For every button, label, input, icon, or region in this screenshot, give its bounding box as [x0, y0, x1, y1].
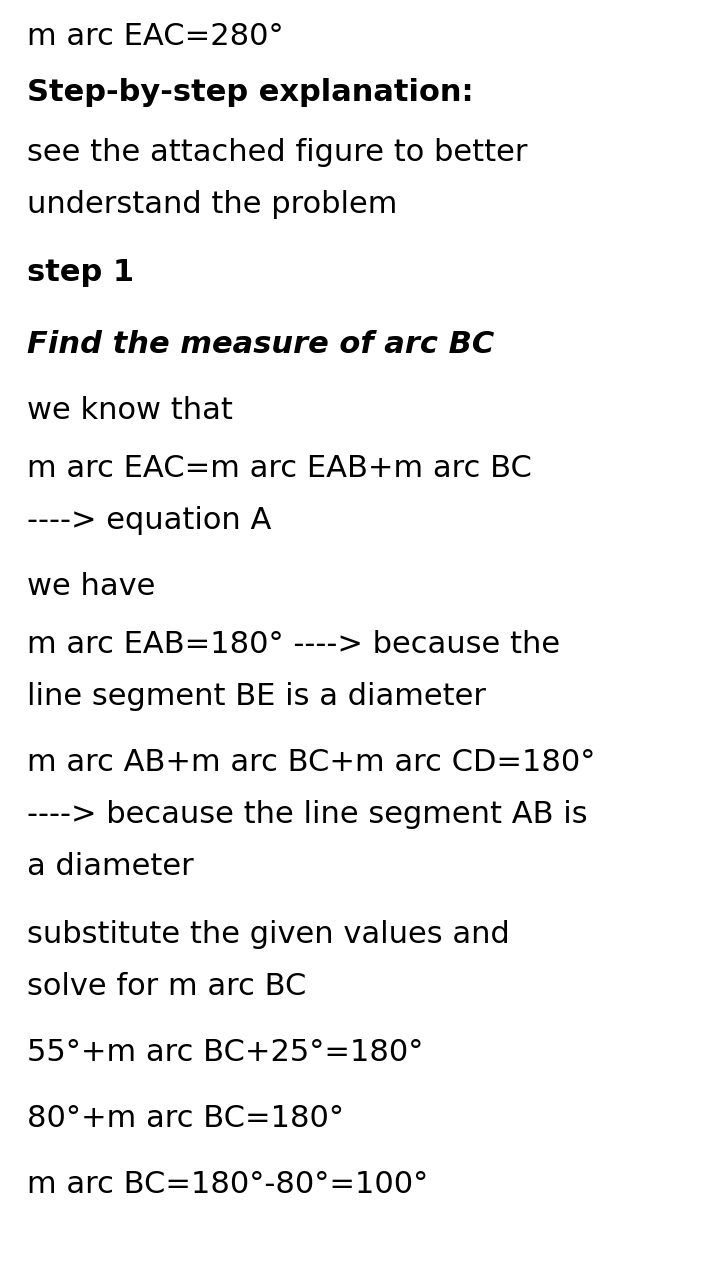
Text: m arc EAC=m arc EAB+m arc BC: m arc EAC=m arc EAB+m arc BC	[27, 454, 532, 482]
Text: m arc BC=180°-80°=100°: m arc BC=180°-80°=100°	[27, 1170, 428, 1199]
Text: Step-by-step explanation:: Step-by-step explanation:	[27, 78, 474, 107]
Text: we know that: we know that	[27, 396, 233, 425]
Text: Find the measure of arc BC: Find the measure of arc BC	[27, 330, 495, 359]
Text: see the attached figure to better: see the attached figure to better	[27, 137, 528, 167]
Text: solve for m arc BC: solve for m arc BC	[27, 973, 307, 1001]
Text: m arc AB+m arc BC+m arc CD=180°: m arc AB+m arc BC+m arc CD=180°	[27, 749, 595, 777]
Text: ----> equation A: ----> equation A	[27, 505, 271, 535]
Text: line segment BE is a diameter: line segment BE is a diameter	[27, 682, 487, 712]
Text: step 1: step 1	[27, 258, 135, 286]
Text: a diameter: a diameter	[27, 852, 194, 881]
Text: substitute the given values and: substitute the given values and	[27, 920, 510, 948]
Text: m arc EAC=280°: m arc EAC=280°	[27, 22, 284, 51]
Text: understand the problem: understand the problem	[27, 190, 397, 219]
Text: we have: we have	[27, 572, 156, 601]
Text: 80°+m arc BC=180°: 80°+m arc BC=180°	[27, 1104, 344, 1133]
Text: m arc EAB=180° ----> because the: m arc EAB=180° ----> because the	[27, 630, 560, 659]
Text: ----> because the line segment AB is: ----> because the line segment AB is	[27, 799, 588, 829]
Text: 55°+m arc BC+25°=180°: 55°+m arc BC+25°=180°	[27, 1037, 424, 1067]
